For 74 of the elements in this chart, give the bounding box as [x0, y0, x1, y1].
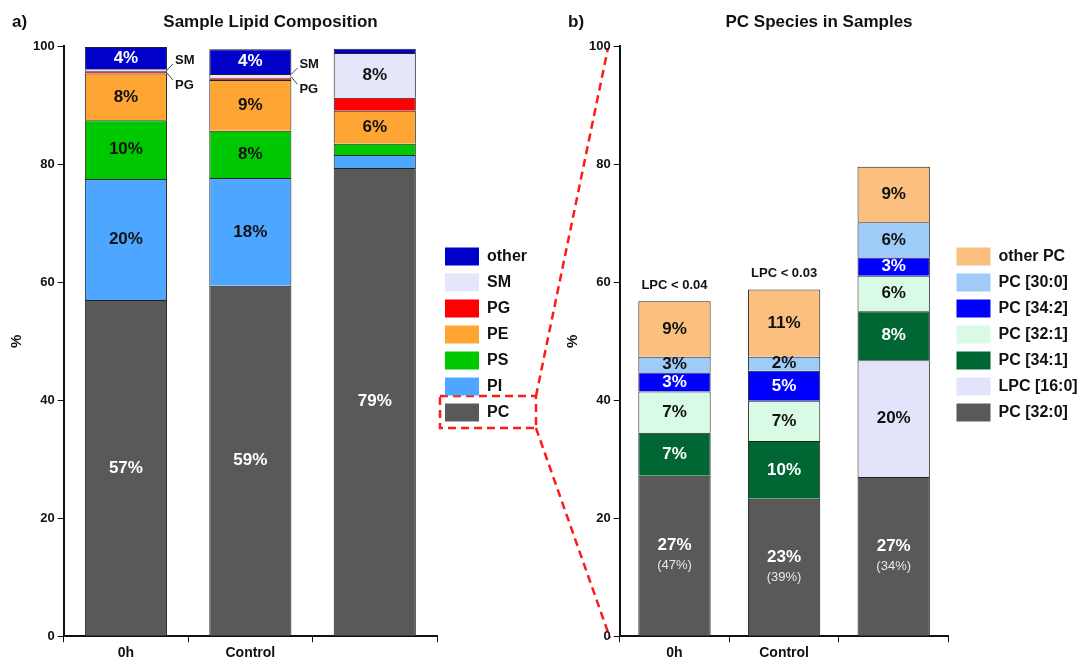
x-tick-label: Control	[759, 644, 809, 661]
legend-label: PC [34:2]	[998, 298, 1068, 316]
data-label: 7%	[662, 401, 687, 421]
x-tick-label: 0h	[666, 644, 683, 661]
data-label: 9%	[238, 95, 263, 115]
data-label: 8%	[113, 86, 139, 106]
data-label: 10%	[108, 139, 143, 159]
legend-label: PC [32:1]	[998, 324, 1068, 342]
y-tick-label: 60	[40, 273, 55, 289]
annotation: PG	[299, 80, 319, 96]
y-tick-label: 60	[596, 273, 611, 289]
data-label: 10%	[767, 459, 802, 479]
y-tick-label: 100	[588, 37, 611, 53]
legend-label: LPC [16:0]	[998, 376, 1078, 394]
legend-label: SM	[487, 272, 511, 290]
text: b)	[568, 11, 585, 31]
annotation: SM	[174, 51, 195, 67]
y-axis-title: %	[563, 334, 581, 348]
data-label: 4%	[113, 47, 139, 67]
y-tick-label: 80	[596, 155, 611, 171]
y-tick-label: 20	[40, 509, 55, 525]
y-axis-title: %	[7, 334, 25, 348]
data-label: 20%	[876, 408, 911, 428]
data-label: 9%	[881, 184, 906, 204]
legend-label: PC [32:0]	[998, 402, 1068, 420]
data-label: 11%	[767, 312, 801, 332]
chart-title: PC Species in Samples	[725, 11, 913, 31]
data-label: 23% (39%)	[766, 546, 802, 584]
data-label: 57%	[108, 457, 143, 477]
legend-label: other PC	[998, 246, 1066, 264]
text: a)	[12, 11, 28, 31]
data-label: 20%	[108, 229, 143, 249]
data-label: 3%	[662, 354, 687, 374]
data-label: 5%	[771, 375, 797, 395]
legend-label: PI	[487, 376, 503, 394]
annotation: LPC < 0.04	[641, 276, 709, 292]
annotation: PG	[174, 76, 194, 92]
y-tick-label: 0	[47, 627, 55, 643]
x-tick-label: Control	[225, 644, 276, 661]
data-label: 8%	[238, 144, 263, 164]
data-label: 2%	[771, 353, 797, 373]
y-tick-label: 40	[40, 391, 55, 407]
data-label: 59%	[233, 450, 268, 470]
data-label: 6%	[881, 229, 906, 249]
data-label: 79%	[357, 391, 392, 411]
x-tick-label: 0h	[117, 644, 135, 661]
legend-label: PC [34:1]	[998, 350, 1068, 368]
data-label: 6%	[881, 283, 906, 303]
chart-title: Sample Lipid Composition	[163, 11, 378, 31]
data-label: 27% (47%)	[657, 535, 692, 573]
data-label: 9%	[662, 318, 687, 338]
legend-label: PC	[487, 402, 510, 420]
y-tick-label: 20	[596, 509, 611, 525]
legend-label: PE	[487, 324, 509, 342]
annotation: SM	[299, 55, 319, 71]
data-label: 3%	[662, 371, 687, 391]
y-tick-label: 0	[603, 627, 611, 643]
data-label: 6%	[362, 116, 388, 136]
data-label: 3%	[881, 256, 906, 276]
data-label: 7%	[771, 410, 797, 430]
data-label: 27% (34%)	[876, 536, 912, 573]
annotation: LPC < 0.03	[751, 264, 818, 280]
legend-label: PC [30:0]	[998, 272, 1068, 290]
legend-label: other	[487, 246, 527, 264]
data-label: 8%	[362, 64, 388, 84]
data-label: 18%	[233, 221, 268, 241]
data-label: 4%	[238, 51, 263, 71]
y-tick-label: 40	[596, 391, 611, 407]
data-label: 7%	[662, 443, 687, 463]
data-label: 8%	[881, 325, 906, 345]
y-tick-label: 100	[32, 37, 55, 53]
legend-label: PG	[487, 298, 511, 316]
y-tick-label: 80	[40, 155, 55, 171]
legend-label: PS	[487, 350, 509, 368]
